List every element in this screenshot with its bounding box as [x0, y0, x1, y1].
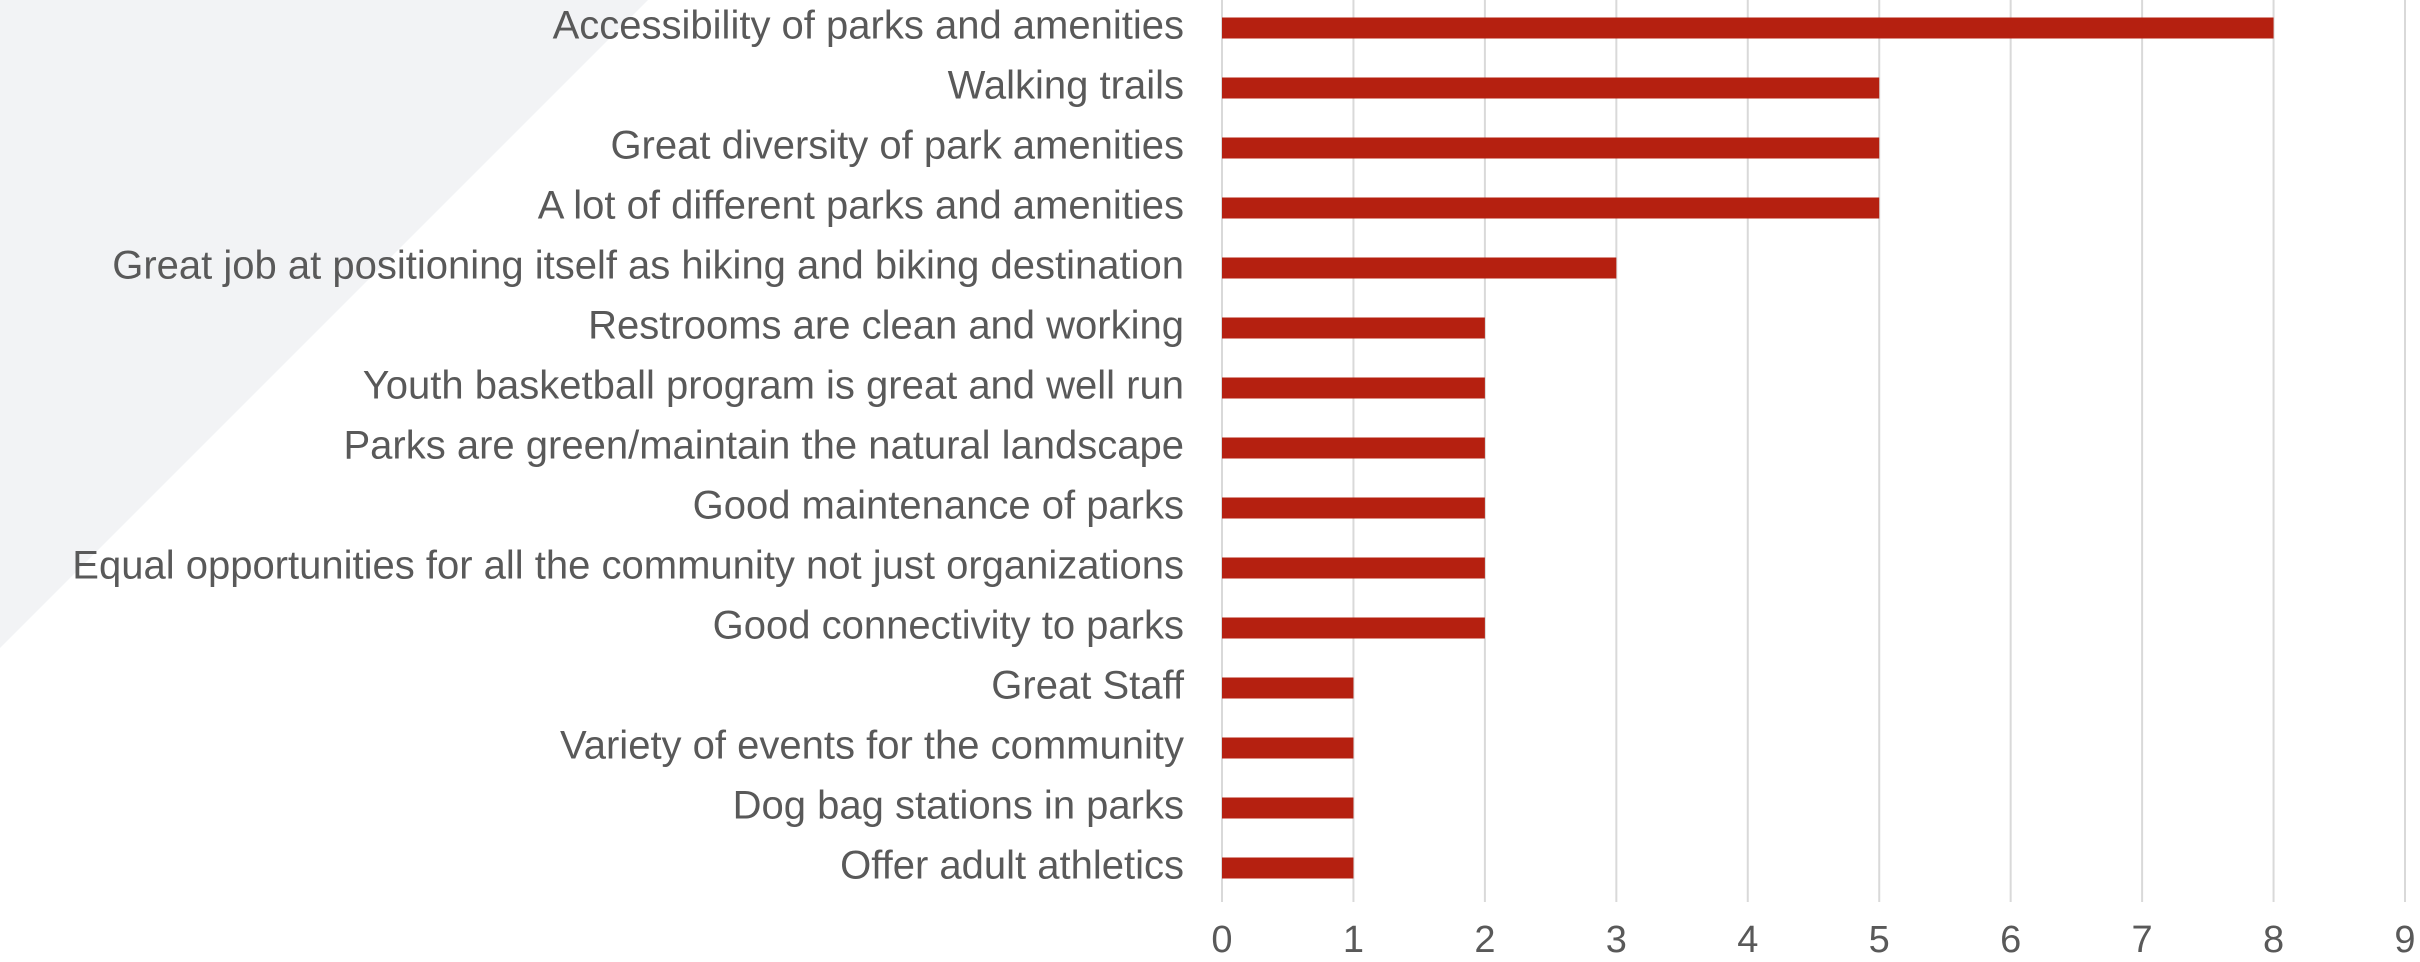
x-tick-label: 4 [1737, 919, 1758, 961]
bar [1222, 257, 1617, 279]
y-tick-label: Accessibility of parks and amenities [553, 4, 1184, 48]
x-tick-label: 1 [1343, 919, 1364, 961]
bar [1222, 857, 1354, 879]
bar [1222, 737, 1354, 759]
x-tick-label: 8 [2263, 919, 2284, 961]
y-tick-label: Great Staff [991, 664, 1185, 708]
x-tick-label: 9 [2394, 919, 2415, 961]
y-tick-label: Restrooms are clean and working [588, 304, 1184, 348]
bar [1222, 557, 1485, 579]
y-tick-label: Offer adult athletics [840, 844, 1184, 888]
x-tick-label: 6 [2000, 919, 2021, 961]
y-tick-label: Variety of events for the community [560, 724, 1184, 768]
y-tick-label: Great diversity of park amenities [610, 124, 1184, 168]
x-tick-label: 3 [1606, 919, 1627, 961]
bar [1222, 77, 1880, 99]
bar [1222, 17, 2274, 39]
x-tick-label: 0 [1211, 919, 1232, 961]
y-tick-label: Youth basketball program is great and we… [363, 364, 1184, 408]
y-tick-label: A lot of different parks and amenities [538, 184, 1184, 228]
x-tick-label: 5 [1869, 919, 1890, 961]
y-tick-label: Good connectivity to parks [713, 604, 1184, 648]
bar [1222, 377, 1485, 399]
y-tick-label: Parks are green/maintain the natural lan… [343, 424, 1184, 468]
bar [1222, 677, 1354, 699]
bar [1222, 197, 1880, 219]
y-tick-label: Walking trails [948, 64, 1184, 108]
bar [1222, 437, 1485, 459]
bar [1222, 137, 1880, 159]
y-tick-label: Great job at positioning itself as hikin… [112, 244, 1184, 288]
bar [1222, 797, 1354, 819]
background-shape [0, 0, 648, 648]
bar [1222, 617, 1485, 639]
bar [1222, 317, 1485, 339]
y-tick-label: Equal opportunities for all the communit… [72, 544, 1184, 588]
y-tick-label: Good maintenance of parks [693, 484, 1184, 528]
y-tick-label: Dog bag stations in parks [733, 784, 1184, 828]
bar [1222, 497, 1485, 519]
x-tick-label: 7 [2132, 919, 2153, 961]
x-tick-label: 2 [1474, 919, 1495, 961]
